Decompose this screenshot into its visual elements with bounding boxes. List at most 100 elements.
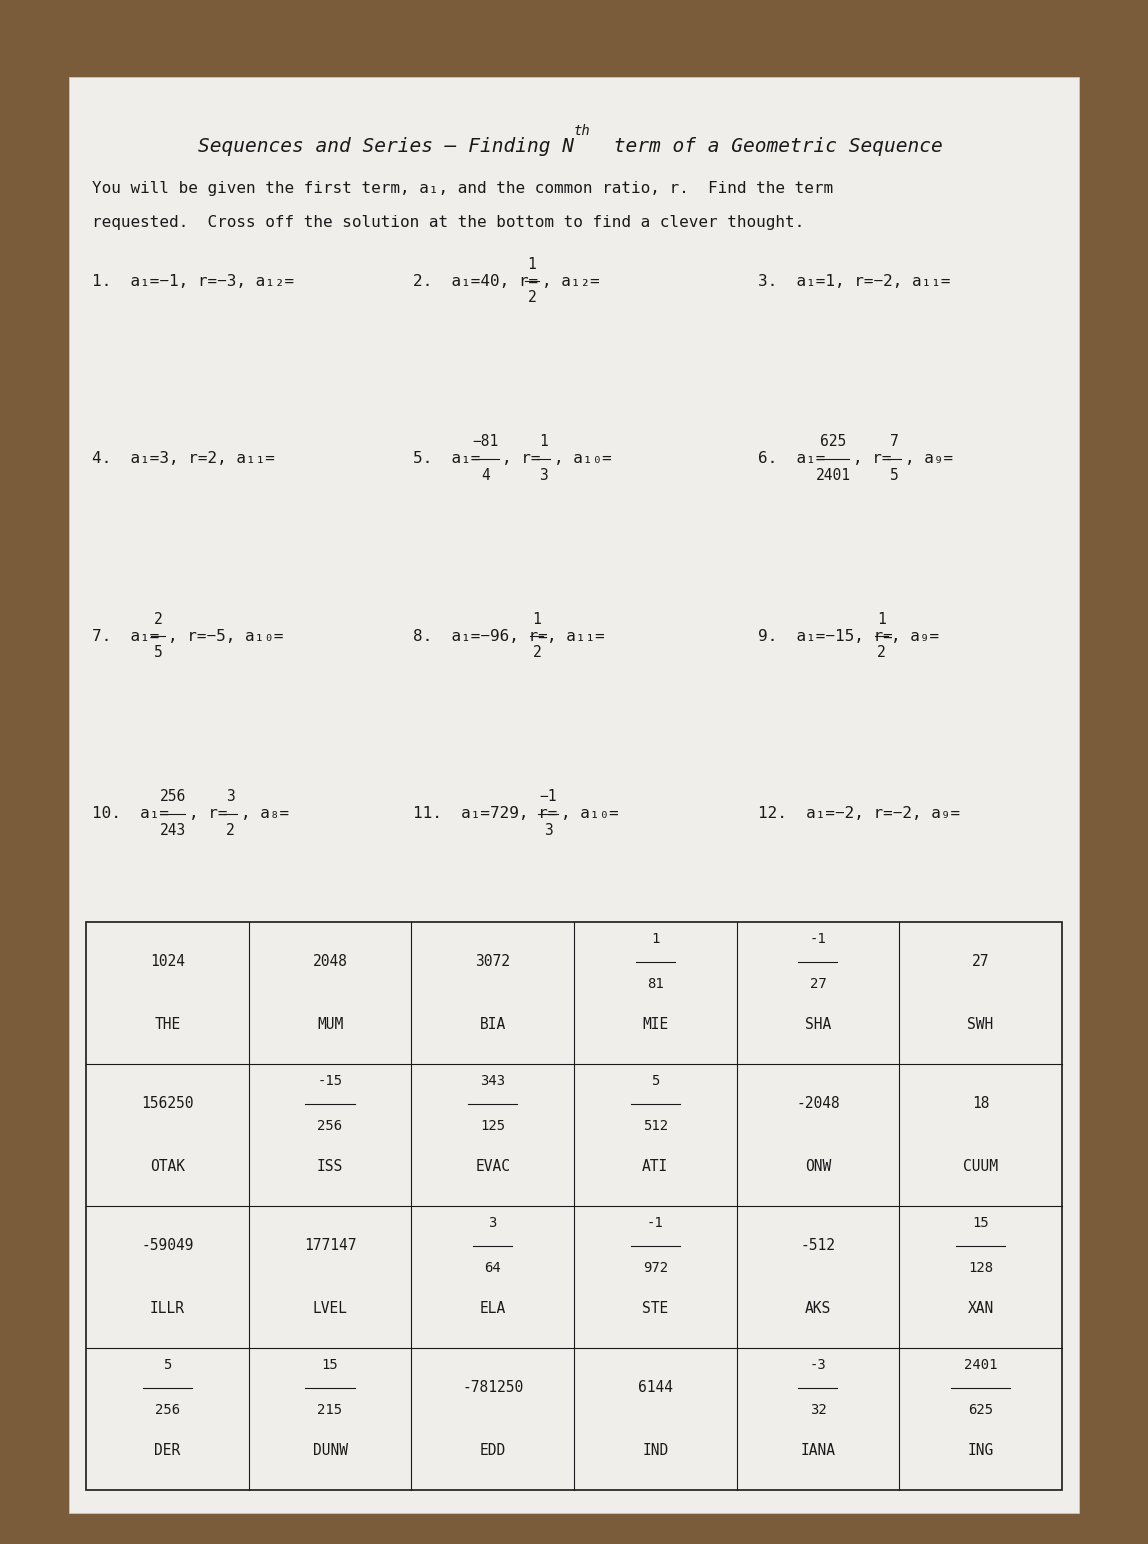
Text: 2401: 2401: [816, 468, 851, 483]
Text: , a₈=: , a₈=: [241, 806, 288, 821]
Text: 7.  a₁=: 7. a₁=: [92, 628, 160, 644]
Text: , r=−5, a₁₀=: , r=−5, a₁₀=: [168, 628, 284, 644]
Text: 343: 343: [480, 1075, 505, 1089]
Text: ING: ING: [968, 1442, 994, 1458]
Text: −1: −1: [540, 789, 557, 804]
Text: LVEL: LVEL: [312, 1300, 348, 1315]
Text: 3072: 3072: [475, 954, 510, 970]
Text: 12.  a₁=−2, r=−2, a₉=: 12. a₁=−2, r=−2, a₉=: [758, 806, 960, 821]
Text: , a₉=: , a₉=: [905, 451, 953, 466]
Text: 18: 18: [972, 1096, 990, 1112]
Text: th: th: [574, 124, 591, 139]
Text: 11.  a₁=729, r=: 11. a₁=729, r=: [413, 806, 558, 821]
Text: 5: 5: [154, 645, 162, 661]
Text: , a₁₀=: , a₁₀=: [553, 451, 612, 466]
Text: 2: 2: [154, 611, 162, 627]
Text: XAN: XAN: [968, 1300, 994, 1315]
Text: 5: 5: [651, 1075, 659, 1089]
Text: , r=: , r=: [502, 451, 541, 466]
Text: 9.  a₁=−15, r=: 9. a₁=−15, r=: [758, 628, 892, 644]
Text: 81: 81: [647, 977, 664, 991]
Text: 2.  a₁=40, r=: 2. a₁=40, r=: [413, 273, 538, 289]
Text: , a₁₀=: , a₁₀=: [561, 806, 619, 821]
Text: 3: 3: [544, 823, 552, 838]
Text: 3: 3: [489, 1217, 497, 1231]
Text: 625: 625: [820, 434, 846, 449]
Text: 1: 1: [877, 611, 885, 627]
Text: EVAC: EVAC: [475, 1158, 510, 1173]
Text: 15: 15: [321, 1359, 339, 1373]
Text: -512: -512: [800, 1238, 836, 1254]
Bar: [86, 922, 1062, 1490]
Text: , a₉=: , a₉=: [891, 628, 939, 644]
Text: -781250: -781250: [461, 1380, 523, 1396]
Text: 1.  a₁=−1, r=−3, a₁₂=: 1. a₁=−1, r=−3, a₁₂=: [92, 273, 294, 289]
Text: 2: 2: [528, 290, 536, 306]
Text: term of a Geometric Sequence: term of a Geometric Sequence: [602, 137, 943, 156]
Text: , r=: , r=: [853, 451, 891, 466]
Text: 2401: 2401: [964, 1359, 998, 1373]
Text: 128: 128: [968, 1261, 993, 1275]
Text: EDD: EDD: [480, 1442, 506, 1458]
Text: Sequences and Series – Finding N: Sequences and Series – Finding N: [197, 137, 574, 156]
Text: MUM: MUM: [317, 1016, 343, 1031]
Text: MIE: MIE: [642, 1016, 668, 1031]
Text: 4: 4: [481, 468, 490, 483]
Text: 7: 7: [890, 434, 899, 449]
Text: 3: 3: [226, 789, 235, 804]
Text: 8.  a₁=−96, r=: 8. a₁=−96, r=: [413, 628, 548, 644]
Text: IANA: IANA: [800, 1442, 836, 1458]
FancyBboxPatch shape: [69, 77, 1079, 1513]
Text: 625: 625: [968, 1403, 993, 1417]
Text: 972: 972: [643, 1261, 668, 1275]
Text: -1: -1: [647, 1217, 664, 1231]
Text: , r=: , r=: [189, 806, 227, 821]
Text: DUNW: DUNW: [312, 1442, 348, 1458]
Text: SWH: SWH: [968, 1016, 994, 1031]
Text: You will be given the first term, a₁, and the common ratio, r.  Find the term: You will be given the first term, a₁, an…: [92, 181, 833, 196]
Text: requested.  Cross off the solution at the bottom to find a clever thought.: requested. Cross off the solution at the…: [92, 215, 804, 230]
Text: 5.  a₁=: 5. a₁=: [413, 451, 481, 466]
Text: ONW: ONW: [805, 1158, 831, 1173]
Text: , a₁₁=: , a₁₁=: [546, 628, 605, 644]
Text: 243: 243: [160, 823, 186, 838]
Text: ATI: ATI: [642, 1158, 668, 1173]
Text: 2: 2: [226, 823, 235, 838]
Text: −81: −81: [473, 434, 499, 449]
Text: 6.  a₁=: 6. a₁=: [758, 451, 825, 466]
Text: 1: 1: [540, 434, 548, 449]
Text: 1: 1: [651, 933, 659, 946]
Text: 27: 27: [972, 954, 990, 970]
Text: 5: 5: [890, 468, 899, 483]
Text: 32: 32: [809, 1403, 827, 1417]
Text: IND: IND: [642, 1442, 668, 1458]
Text: 15: 15: [972, 1217, 988, 1231]
Text: 3.  a₁=1, r=−2, a₁₁=: 3. a₁=1, r=−2, a₁₁=: [758, 273, 951, 289]
Text: 3: 3: [540, 468, 548, 483]
Text: THE: THE: [154, 1016, 180, 1031]
Text: -3: -3: [809, 1359, 827, 1373]
Text: 6144: 6144: [638, 1380, 673, 1396]
Text: STE: STE: [642, 1300, 668, 1315]
Text: 10.  a₁=: 10. a₁=: [92, 806, 169, 821]
Text: DER: DER: [154, 1442, 180, 1458]
Text: -59049: -59049: [141, 1238, 194, 1254]
Text: 27: 27: [809, 977, 827, 991]
Text: 2: 2: [533, 645, 541, 661]
Text: 2048: 2048: [312, 954, 348, 970]
Text: , a₁₂=: , a₁₂=: [542, 273, 599, 289]
Text: 215: 215: [318, 1403, 342, 1417]
Text: 512: 512: [643, 1119, 668, 1133]
Text: -15: -15: [318, 1075, 342, 1089]
Text: 256: 256: [155, 1403, 180, 1417]
Text: 4.  a₁=3, r=2, a₁₁=: 4. a₁=3, r=2, a₁₁=: [92, 451, 274, 466]
Text: 2: 2: [877, 645, 885, 661]
Text: 256: 256: [318, 1119, 342, 1133]
Text: ILLR: ILLR: [150, 1300, 185, 1315]
Text: 1: 1: [533, 611, 541, 627]
Text: ELA: ELA: [480, 1300, 506, 1315]
Text: OTAK: OTAK: [150, 1158, 185, 1173]
Text: 1024: 1024: [150, 954, 185, 970]
Text: -1: -1: [809, 933, 827, 946]
Text: 125: 125: [480, 1119, 505, 1133]
